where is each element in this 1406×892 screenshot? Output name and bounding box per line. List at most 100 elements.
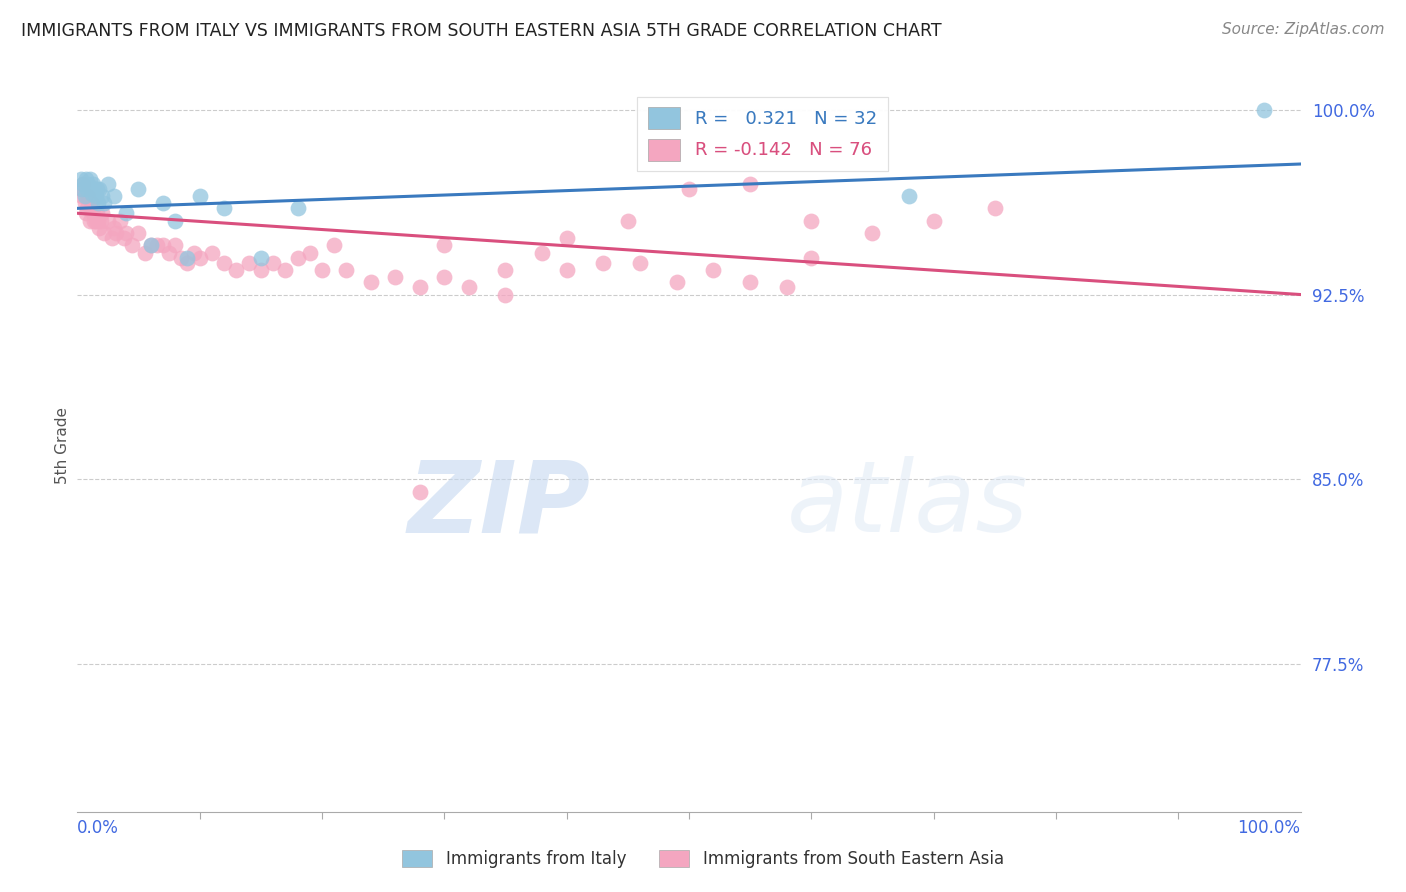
Point	[225, 263, 247, 277]
Point	[75, 206, 97, 220]
Point	[115, 206, 138, 220]
Point	[898, 189, 921, 203]
Point	[287, 251, 309, 265]
Point	[335, 263, 357, 277]
Point	[100, 231, 122, 245]
Legend: R =   0.321   N = 32, R = -0.142   N = 76: R = 0.321 N = 32, R = -0.142 N = 76	[637, 96, 887, 171]
Point	[495, 263, 517, 277]
Point	[165, 213, 187, 227]
Point	[103, 221, 125, 235]
Point	[262, 255, 284, 269]
Point	[108, 213, 131, 227]
Point	[495, 287, 517, 301]
Point	[87, 196, 110, 211]
Point	[112, 231, 135, 245]
Point	[188, 189, 211, 203]
Point	[311, 263, 333, 277]
Point	[617, 213, 640, 227]
Point	[250, 251, 273, 265]
Point	[70, 181, 93, 195]
Point	[134, 245, 156, 260]
Legend: Immigrants from Italy, Immigrants from South Eastern Asia: Immigrants from Italy, Immigrants from S…	[395, 843, 1011, 875]
Point	[97, 213, 120, 227]
Point	[212, 202, 235, 216]
Point	[86, 181, 108, 195]
Point	[83, 181, 105, 195]
Point	[457, 280, 479, 294]
Point	[212, 255, 235, 269]
Point	[77, 189, 100, 203]
Point	[93, 196, 115, 211]
Point	[152, 196, 174, 211]
Point	[628, 255, 651, 269]
Point	[128, 181, 150, 195]
Point	[183, 245, 205, 260]
Point	[82, 206, 104, 220]
Point	[93, 226, 115, 240]
Point	[84, 213, 107, 227]
Point	[176, 255, 198, 269]
Point	[152, 238, 174, 252]
Point	[323, 238, 346, 252]
Point	[97, 177, 120, 191]
Point	[274, 263, 297, 277]
Point	[76, 181, 98, 195]
Point	[188, 251, 211, 265]
Point	[83, 213, 105, 227]
Point	[665, 275, 688, 289]
Point	[70, 171, 93, 186]
Point	[800, 213, 823, 227]
Point	[433, 238, 456, 252]
Point	[75, 171, 97, 186]
Point	[73, 189, 96, 203]
Point	[157, 245, 180, 260]
Point	[740, 275, 762, 289]
Point	[103, 189, 125, 203]
Point	[90, 213, 112, 227]
Point	[250, 263, 273, 277]
Point	[384, 270, 406, 285]
Point	[776, 280, 799, 294]
Point	[360, 275, 382, 289]
Point	[77, 177, 100, 191]
Point	[89, 221, 111, 235]
Point	[79, 171, 101, 186]
Point	[433, 270, 456, 285]
Point	[79, 213, 101, 227]
Point	[70, 189, 93, 203]
Point	[862, 226, 884, 240]
Point	[105, 226, 128, 240]
Point	[80, 181, 103, 195]
Point	[76, 202, 98, 216]
Point	[165, 238, 187, 252]
Point	[555, 231, 578, 245]
Y-axis label: 5th Grade: 5th Grade	[55, 408, 70, 484]
Point	[80, 186, 103, 201]
Text: 100.0%: 100.0%	[1237, 819, 1301, 837]
Point	[287, 202, 309, 216]
Point	[139, 238, 162, 252]
Point	[176, 251, 198, 265]
Point	[984, 202, 1007, 216]
Point	[72, 177, 94, 191]
Point	[740, 177, 762, 191]
Point	[89, 181, 111, 195]
Text: IMMIGRANTS FROM ITALY VS IMMIGRANTS FROM SOUTH EASTERN ASIA 5TH GRADE CORRELATIO: IMMIGRANTS FROM ITALY VS IMMIGRANTS FROM…	[21, 22, 942, 40]
Point	[409, 280, 432, 294]
Point	[90, 189, 112, 203]
Point	[146, 238, 169, 252]
Point	[139, 238, 162, 252]
Point	[86, 206, 108, 220]
Point	[84, 189, 107, 203]
Text: Source: ZipAtlas.com: Source: ZipAtlas.com	[1222, 22, 1385, 37]
Point	[72, 177, 94, 191]
Point	[1253, 103, 1275, 117]
Point	[592, 255, 614, 269]
Point	[115, 226, 138, 240]
Point	[80, 196, 103, 211]
Point	[531, 245, 554, 260]
Point	[121, 238, 143, 252]
Point	[702, 263, 724, 277]
Text: 0.0%: 0.0%	[77, 819, 120, 837]
Text: atlas: atlas	[787, 456, 1028, 553]
